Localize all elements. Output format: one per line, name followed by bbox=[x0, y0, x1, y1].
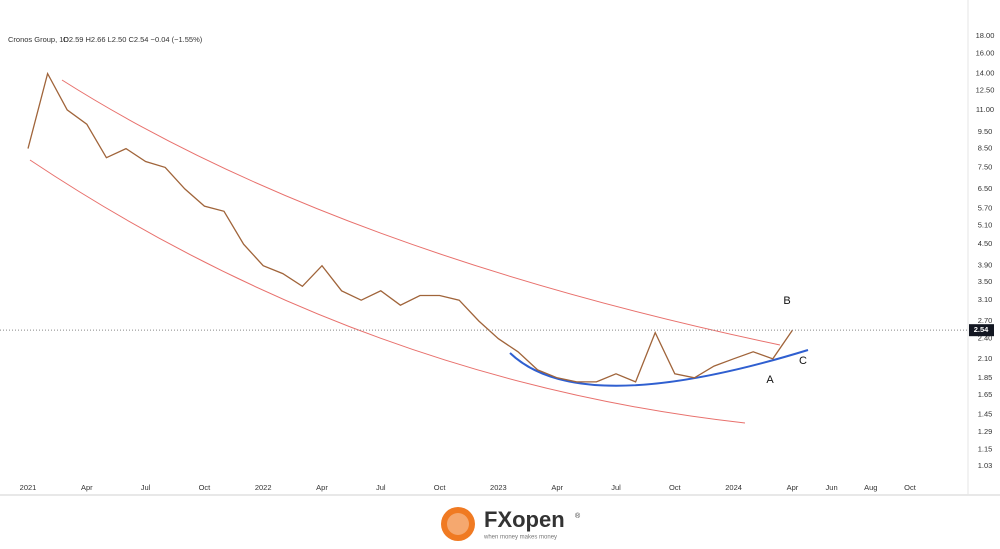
x-tick-label: 2023 bbox=[490, 483, 507, 492]
x-tick-label: 2024 bbox=[725, 483, 742, 492]
y-tick-label: 1.65 bbox=[978, 390, 993, 399]
y-tick-label: 1.29 bbox=[978, 427, 993, 436]
x-tick-label: Jun bbox=[826, 483, 838, 492]
lower-channel-line bbox=[29, 159, 746, 424]
x-tick-label: Aug bbox=[864, 483, 877, 492]
y-tick-label: 3.90 bbox=[978, 261, 993, 270]
y-tick-label: 2.10 bbox=[978, 354, 993, 363]
ohlc-readout: O2.59 H2.66 L2.50 C2.54 −0.04 (−1.55%) bbox=[63, 35, 203, 44]
annotation: C bbox=[799, 355, 807, 367]
x-tick-label: Apr bbox=[316, 483, 328, 492]
y-tick-label: 5.10 bbox=[978, 220, 993, 229]
y-tick-label: 2.70 bbox=[978, 316, 993, 325]
x-tick-label: Oct bbox=[199, 483, 212, 492]
y-tick-label: 3.50 bbox=[978, 277, 993, 286]
last-price-label: 2.54 bbox=[974, 325, 989, 334]
y-tick-label: 11.00 bbox=[976, 105, 994, 114]
brand-logo: FXopen ® when money makes money bbox=[441, 507, 581, 541]
chart-title: Cronos Group, 1D bbox=[8, 35, 69, 44]
y-tick-label: 6.50 bbox=[978, 184, 993, 193]
x-tick-label: Jul bbox=[376, 483, 386, 492]
brand-name: FXopen bbox=[484, 507, 565, 532]
x-tick-label: Apr bbox=[551, 483, 563, 492]
y-tick-label: 4.50 bbox=[978, 239, 993, 248]
price-line bbox=[27, 71, 793, 383]
x-tick-label: 2022 bbox=[255, 483, 272, 492]
y-tick-label: 1.03 bbox=[978, 461, 993, 470]
last-price-box bbox=[969, 324, 994, 337]
y-tick-label: 12.50 bbox=[976, 86, 995, 95]
brand-tagline: when money makes money bbox=[483, 535, 557, 541]
annotation: B bbox=[783, 295, 790, 307]
y-tick-label: 16.00 bbox=[976, 49, 995, 58]
x-tick-label: Oct bbox=[904, 483, 917, 492]
y-tick-label: 8.50 bbox=[978, 144, 993, 153]
logo-circle bbox=[441, 507, 475, 541]
upper-channel-line bbox=[61, 79, 781, 346]
y-tick-label: 3.10 bbox=[978, 295, 993, 304]
y-tick-label: 2.40 bbox=[978, 334, 993, 343]
brand-registered: ® bbox=[575, 512, 581, 520]
y-tick-label: 1.45 bbox=[978, 409, 993, 418]
annotation: A bbox=[766, 374, 774, 386]
x-tick-label: Jul bbox=[611, 483, 621, 492]
y-tick-label: 7.50 bbox=[978, 162, 993, 171]
x-tick-label: Apr bbox=[787, 483, 799, 492]
y-tick-label: 1.85 bbox=[978, 373, 993, 382]
y-tick-label: 14.00 bbox=[976, 69, 995, 78]
x-tick-label: Oct bbox=[434, 483, 447, 492]
x-tick-label: Apr bbox=[81, 483, 93, 492]
y-tick-label: 5.70 bbox=[978, 204, 993, 213]
x-tick-label: Oct bbox=[669, 483, 682, 492]
y-tick-label: 18.00 bbox=[976, 31, 995, 40]
y-tick-label: 9.50 bbox=[978, 127, 993, 136]
logo-emblem bbox=[447, 513, 469, 535]
x-tick-label: Jul bbox=[141, 483, 151, 492]
x-tick-label: 2021 bbox=[20, 483, 37, 492]
y-tick-label: 1.15 bbox=[978, 444, 993, 453]
rounding-bottom-arc bbox=[509, 349, 809, 387]
